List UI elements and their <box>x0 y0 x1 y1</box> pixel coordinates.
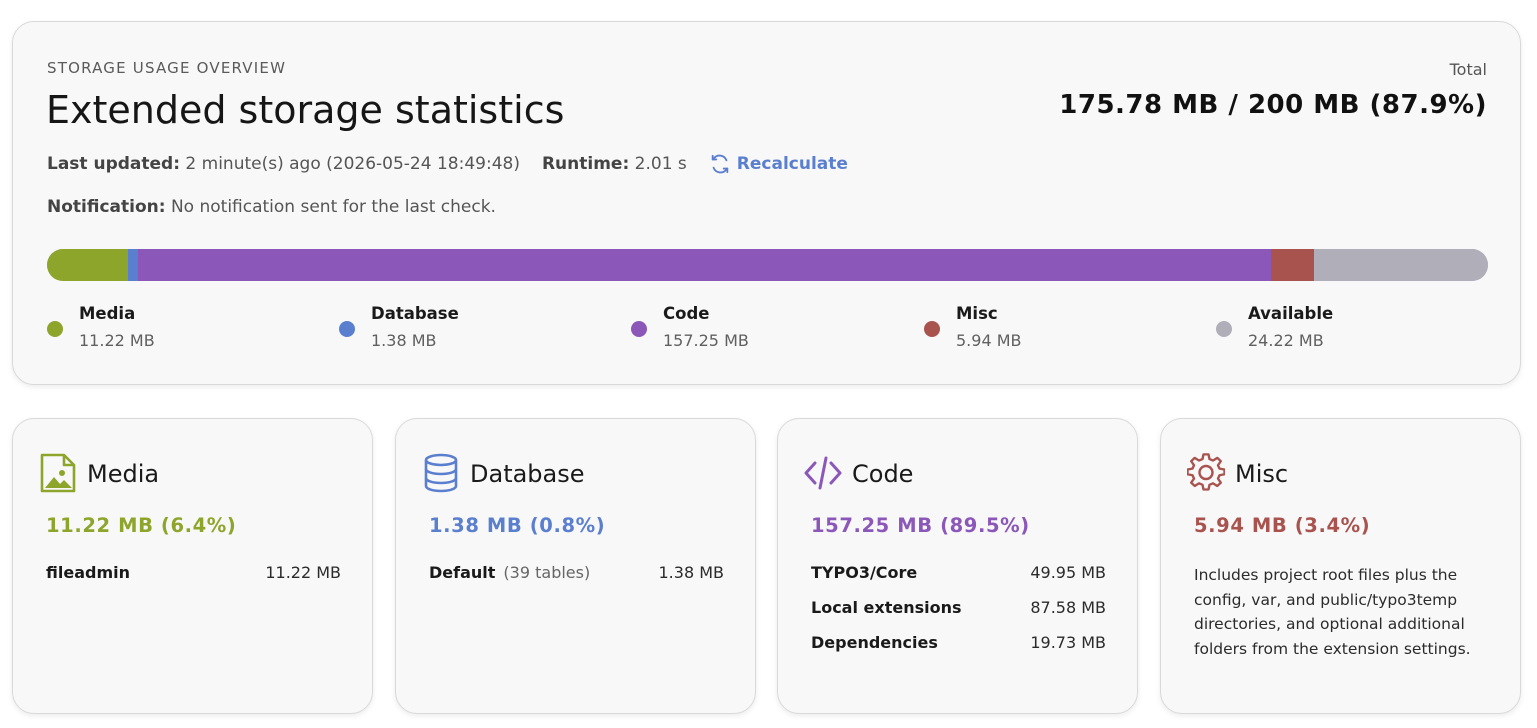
last-updated-value: 2 minute(s) ago (2026-05-24 18:49:48) <box>185 154 520 174</box>
legend-dot <box>924 321 940 337</box>
runtime-label: Runtime: <box>541 154 630 174</box>
legend-value: 1.38 MB <box>371 331 437 350</box>
misc-card-description: Includes project root files plus the con… <box>1194 566 1471 658</box>
page-title: Extended storage statistics <box>46 88 565 132</box>
legend-value: 11.22 MB <box>79 331 155 350</box>
usage-bar-segment-media <box>47 249 128 281</box>
code-card-amount: 157.25 MB (89.5%) <box>811 514 1030 537</box>
database-row-default: Default (39 tables) 1.38 MB <box>429 563 724 598</box>
legend-label: Media <box>79 304 136 323</box>
recalculate-button[interactable]: Recalculate <box>709 153 848 175</box>
legend-label: Misc <box>956 304 998 323</box>
legend-dot <box>47 321 63 337</box>
misc-card-amount: 5.94 MB (3.4%) <box>1194 514 1371 537</box>
legend-dot <box>631 321 647 337</box>
row-value: 87.58 MB <box>1030 598 1106 617</box>
recalculate-label: Recalculate <box>736 154 848 174</box>
usage-bar <box>47 249 1488 281</box>
legend-item-misc: Misc 5.94 MB <box>924 304 1174 354</box>
code-row-dependencies: Dependencies 19.73 MB <box>811 633 1106 668</box>
media-card-title: Media <box>87 460 160 488</box>
media-row-fileadmin: fileadmin 11.22 MB <box>46 563 341 598</box>
total-value: 175.78 MB / 200 MB (87.9%) <box>1059 90 1487 120</box>
gear-icon <box>1186 453 1226 493</box>
database-card: Database 1.38 MB (0.8%) Default (39 table… <box>395 418 756 714</box>
row-value: 1.38 MB <box>658 563 725 582</box>
meta-row: Last updated: 2 minute(s) ago (2026-05-2… <box>47 153 848 175</box>
code-rows: TYPO3/Core 49.95 MB Local extensions 87.… <box>811 563 1106 668</box>
usage-bar-segment-available <box>1313 249 1488 281</box>
code-icon <box>804 453 842 493</box>
usage-bar-segment-database <box>127 249 138 281</box>
total-label: Total <box>1449 60 1487 79</box>
usage-bar-segment-code <box>137 249 1271 281</box>
legend-value: 24.22 MB <box>1248 331 1324 350</box>
legend-dot <box>339 321 355 337</box>
notification-row: Notification: No notification sent for t… <box>47 197 496 217</box>
runtime-value: 2.01 s <box>634 154 687 174</box>
refresh-icon <box>711 154 729 174</box>
media-rows: fileadmin 11.22 MB <box>46 563 341 598</box>
notification-value: No notification sent for the last check. <box>170 197 496 217</box>
legend-dot <box>1216 321 1232 337</box>
database-card-amount: 1.38 MB (0.8%) <box>429 514 606 537</box>
last-updated-label: Last updated: <box>47 154 181 174</box>
overview-eyebrow: STORAGE USAGE OVERVIEW <box>47 59 287 77</box>
row-key: TYPO3/Core <box>811 563 918 582</box>
legend-label: Database <box>371 304 459 323</box>
legend-item-available: Available 24.22 MB <box>1216 304 1466 354</box>
misc-card: Misc 5.94 MB (3.4%) Includes project roo… <box>1160 418 1521 714</box>
notification-label: Notification: <box>47 197 166 217</box>
code-row-local-extensions: Local extensions 87.58 MB <box>811 598 1106 633</box>
usage-bar-segment-misc <box>1270 249 1314 281</box>
legend-item-database: Database 1.38 MB <box>339 304 589 354</box>
row-value: 19.73 MB <box>1030 633 1106 652</box>
legend-item-media: Media 11.22 MB <box>47 304 297 354</box>
media-card-amount: 11.22 MB (6.4%) <box>46 514 237 537</box>
usage-legend: Media 11.22 MB Database 1.38 MB Code 157.25 M… <box>47 304 1488 354</box>
media-card: Media 11.22 MB (6.4%) fileadmin 11.22 MB <box>12 418 373 714</box>
row-value: 49.95 MB <box>1030 563 1106 582</box>
database-rows: Default (39 tables) 1.38 MB <box>429 563 724 598</box>
database-card-title: Database <box>470 460 585 488</box>
misc-card-title: Misc <box>1235 460 1289 488</box>
legend-item-code: Code 157.25 MB <box>631 304 881 354</box>
code-card-title: Code <box>852 460 914 488</box>
image-file-icon <box>39 453 77 493</box>
row-key: Default <box>429 563 496 582</box>
code-card: Code 157.25 MB (89.5%) TYPO3/Core 49.95 … <box>777 418 1138 714</box>
storage-overview-panel: STORAGE USAGE OVERVIEW Extended storage … <box>12 21 1521 385</box>
row-value: 11.22 MB <box>265 563 341 582</box>
legend-value: 157.25 MB <box>663 331 749 350</box>
row-key: Local extensions <box>811 598 962 617</box>
legend-label: Available <box>1248 304 1334 323</box>
legend-label: Code <box>663 304 710 323</box>
code-row-core: TYPO3/Core 49.95 MB <box>811 563 1106 598</box>
row-sub: (39 tables) <box>503 563 591 582</box>
legend-value: 5.94 MB <box>956 331 1022 350</box>
row-key: Dependencies <box>811 633 938 652</box>
row-key: fileadmin <box>46 563 130 582</box>
database-icon <box>422 453 460 493</box>
